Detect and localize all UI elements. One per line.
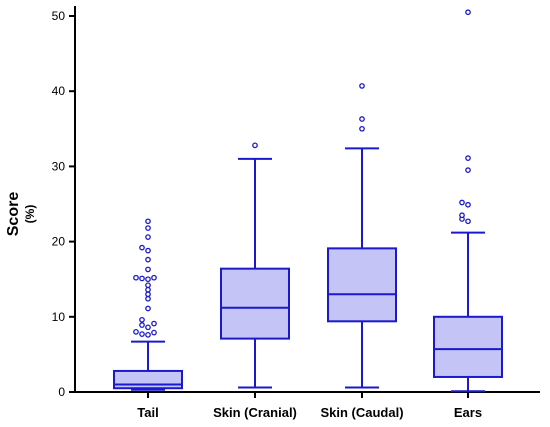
outlier-point: [145, 305, 151, 312]
box-tail: [113, 218, 183, 391]
outlier-point: [465, 201, 471, 208]
outlier-point: [139, 316, 145, 323]
y-axis: 0 10 20 30 40 50: [52, 6, 76, 399]
x-axis: Tail Skin (Cranial) Skin (Caudal) Ears: [75, 391, 540, 420]
outlier-point: [133, 274, 139, 281]
outlier-point: [145, 266, 151, 273]
outlier-point: [359, 116, 365, 122]
y-tick-label: 50: [52, 9, 66, 23]
outlier-point: [145, 295, 151, 302]
y-tick-label: 40: [52, 84, 66, 98]
outlier-point: [139, 244, 145, 251]
y-tick-label: 10: [52, 310, 66, 324]
y-tick-label: 30: [52, 159, 66, 173]
outlier-point: [252, 142, 258, 149]
outlier-point: [151, 274, 157, 281]
outlier-point: [145, 247, 151, 254]
box-ears: [433, 9, 503, 393]
box-skin-caudal: [327, 83, 397, 389]
outlier-point: [145, 234, 151, 240]
outlier-point: [145, 331, 151, 338]
x-tick-label: Ears: [454, 405, 482, 420]
boxes: [113, 9, 503, 393]
outlier-point: [459, 199, 465, 206]
outlier-point: [145, 282, 151, 289]
outlier-point: [139, 275, 145, 282]
outlier-point: [359, 125, 365, 132]
x-tick-label: Tail: [137, 405, 158, 420]
outlier-point: [465, 155, 471, 161]
outlier-point: [139, 331, 145, 337]
outlier-point: [359, 83, 365, 89]
outlier-point: [465, 167, 471, 174]
outlier-point: [145, 291, 151, 298]
outlier-point: [145, 276, 151, 283]
y-axis-label: Score: [5, 192, 22, 237]
iqr-box: [220, 267, 290, 340]
outlier-point: [151, 320, 157, 327]
outlier-point: [459, 212, 465, 219]
x-tick-label: Skin (Cranial): [213, 405, 297, 420]
outlier-point: [145, 324, 151, 331]
iqr-box: [327, 247, 397, 323]
iqr-box: [433, 315, 503, 378]
outlier-point: [145, 286, 151, 293]
outlier-point: [151, 329, 157, 336]
outlier-point: [145, 218, 151, 225]
y-axis-unit: (%): [23, 205, 37, 224]
box-skin-cranial: [220, 142, 290, 389]
iqr-box: [113, 369, 183, 390]
y-tick-label: 0: [58, 385, 65, 399]
outlier-point: [145, 225, 151, 231]
outlier-point: [465, 218, 471, 225]
outlier-point: [133, 328, 139, 335]
x-tick-label: Skin (Caudal): [320, 405, 403, 420]
outlier-point: [139, 322, 145, 328]
outlier-point: [145, 256, 151, 263]
outlier-point: [465, 9, 471, 16]
y-tick-label: 20: [52, 235, 66, 249]
